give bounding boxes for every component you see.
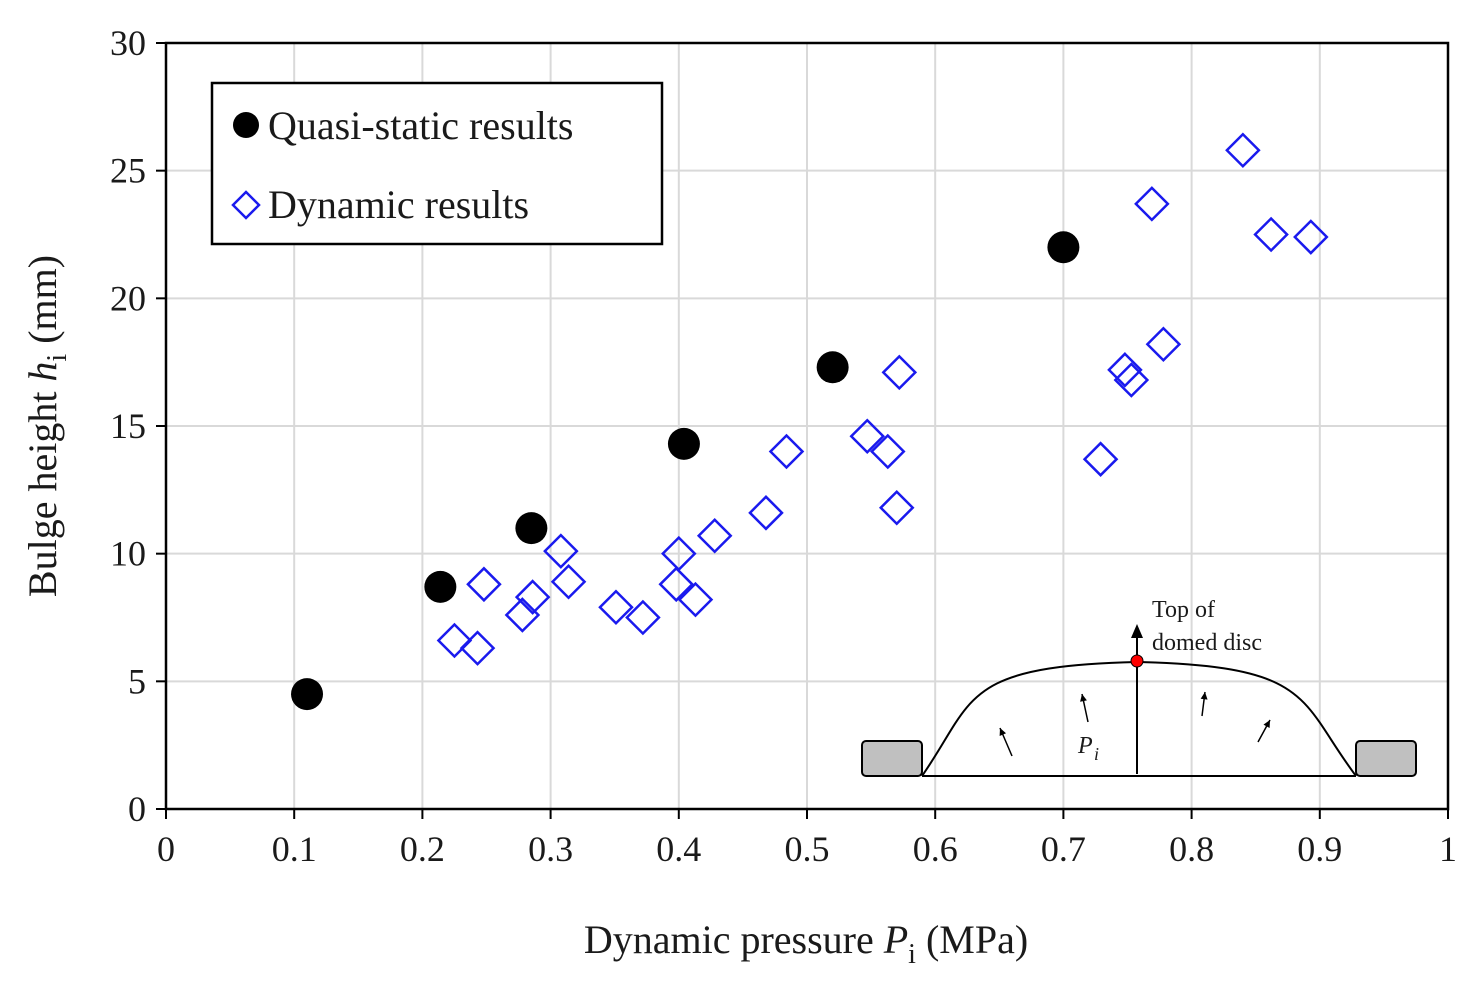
dynamic-point [878, 489, 915, 526]
x-axis-title: Dynamic pressure Pi (MPa) [584, 917, 1028, 970]
series-dynamic [436, 132, 1329, 666]
x-axis-title-var: P [883, 917, 908, 962]
x-tick-label: 0.3 [528, 829, 573, 869]
quasi-static-point [424, 570, 457, 603]
quasi-static-point [515, 512, 548, 545]
y-tick-label: 25 [110, 151, 146, 191]
inset-right-clamp [1355, 740, 1417, 777]
x-tick-label: 0.8 [1169, 829, 1214, 869]
dynamic-point [1082, 441, 1119, 477]
plot-frame [164, 41, 1450, 811]
inset-pressure-arrowhead [1263, 720, 1270, 728]
x-tick-label: 0.1 [272, 829, 317, 869]
inset-label-bottom: domed disc [1152, 630, 1262, 656]
quasi-static-point [1047, 231, 1080, 264]
legend-marker-quasi-static [233, 112, 259, 138]
dynamic-point [625, 599, 661, 636]
y-axis-title: Bulge height hi (mm) [20, 255, 73, 597]
dynamic-point [466, 566, 502, 603]
inset-top-point [1130, 654, 1144, 668]
inset-dome-curve [921, 660, 1357, 777]
inset-pressure-arrowhead [1200, 692, 1208, 700]
dynamic-point [748, 495, 784, 531]
inset-pressure-subscript: i [1094, 744, 1099, 764]
inset-pressure-arrowhead [999, 728, 1007, 736]
dynamic-point [658, 566, 695, 603]
legend-box [210, 81, 664, 246]
axes: 0 0.1 0.2 0.3 0.4 0.5 0.6 0.7 0.8 0.9 105101520253… [110, 23, 1457, 869]
dynamic-point [696, 518, 733, 554]
x-tick-label: 0.2 [400, 829, 445, 869]
dynamic-point [514, 579, 551, 615]
dynamic-point [1225, 132, 1261, 169]
y-tick-label: 0 [128, 789, 146, 829]
legend-label-dynamic: Dynamic results [268, 182, 529, 227]
x-axis-title-unit: (MPa) [916, 917, 1028, 962]
dynamic-point [459, 630, 496, 666]
inset-pressure-arrowhead [1080, 694, 1087, 702]
inset-center-arrowhead [1131, 624, 1143, 638]
series-quasi-static [291, 231, 1080, 711]
quasi-static-point [291, 678, 324, 711]
y-axis-title-sub: i [42, 354, 73, 362]
dynamic-point [1107, 352, 1143, 388]
dynamic-point [661, 535, 697, 572]
legend-marker-dynamic [231, 190, 261, 220]
quasi-static-point [667, 427, 700, 460]
inset-left-clamp [861, 740, 923, 777]
dynamic-point [1253, 216, 1289, 253]
dynamic-point [543, 533, 579, 569]
dynamic-point [550, 563, 587, 600]
dynamic-point [1145, 326, 1182, 363]
dynamic-point [768, 433, 805, 470]
y-axis-title-main: Bulge height [20, 382, 65, 598]
domed-disc-inset: Top of domed disc P i [861, 597, 1417, 777]
x-tick-label: 0.6 [913, 829, 958, 869]
data-series [291, 132, 1329, 711]
dynamic-point [1113, 362, 1150, 398]
y-axis-title-unit: (mm) [20, 255, 65, 354]
dynamic-point [436, 622, 473, 659]
x-tick-label: 0.5 [785, 829, 830, 869]
dynamic-point [881, 354, 918, 391]
y-tick-label: 20 [110, 278, 146, 318]
y-tick-label: 10 [110, 534, 146, 574]
grid [166, 43, 1448, 809]
y-axis-title-var: h [20, 362, 65, 382]
dynamic-point [1134, 186, 1170, 222]
dynamic-point [677, 581, 714, 618]
x-tick-label: 1 [1439, 829, 1457, 869]
x-tick-label: 0.9 [1297, 829, 1342, 869]
y-tick-label: 30 [110, 23, 146, 63]
y-tick-label: 5 [128, 661, 146, 701]
inset-label-top: Top of [1152, 597, 1215, 623]
inset-pressure-label: P [1077, 733, 1093, 759]
x-axis-title-sub: i [908, 939, 916, 970]
x-tick-label: 0 [157, 829, 175, 869]
dynamic-point [869, 433, 906, 470]
legend: Quasi-static results Dynamic results [210, 81, 664, 246]
quasi-static-point [816, 351, 849, 384]
legend-label-quasi-static: Quasi-static results [268, 103, 574, 148]
x-axis-title-main: Dynamic pressure [584, 917, 884, 962]
x-tick-label: 0.4 [656, 829, 701, 869]
dynamic-point [849, 418, 886, 454]
dynamic-point [1293, 219, 1329, 255]
x-tick-label: 0.7 [1041, 829, 1086, 869]
y-tick-label: 15 [110, 406, 146, 446]
dynamic-point [504, 597, 541, 633]
dynamic-point [598, 589, 634, 626]
